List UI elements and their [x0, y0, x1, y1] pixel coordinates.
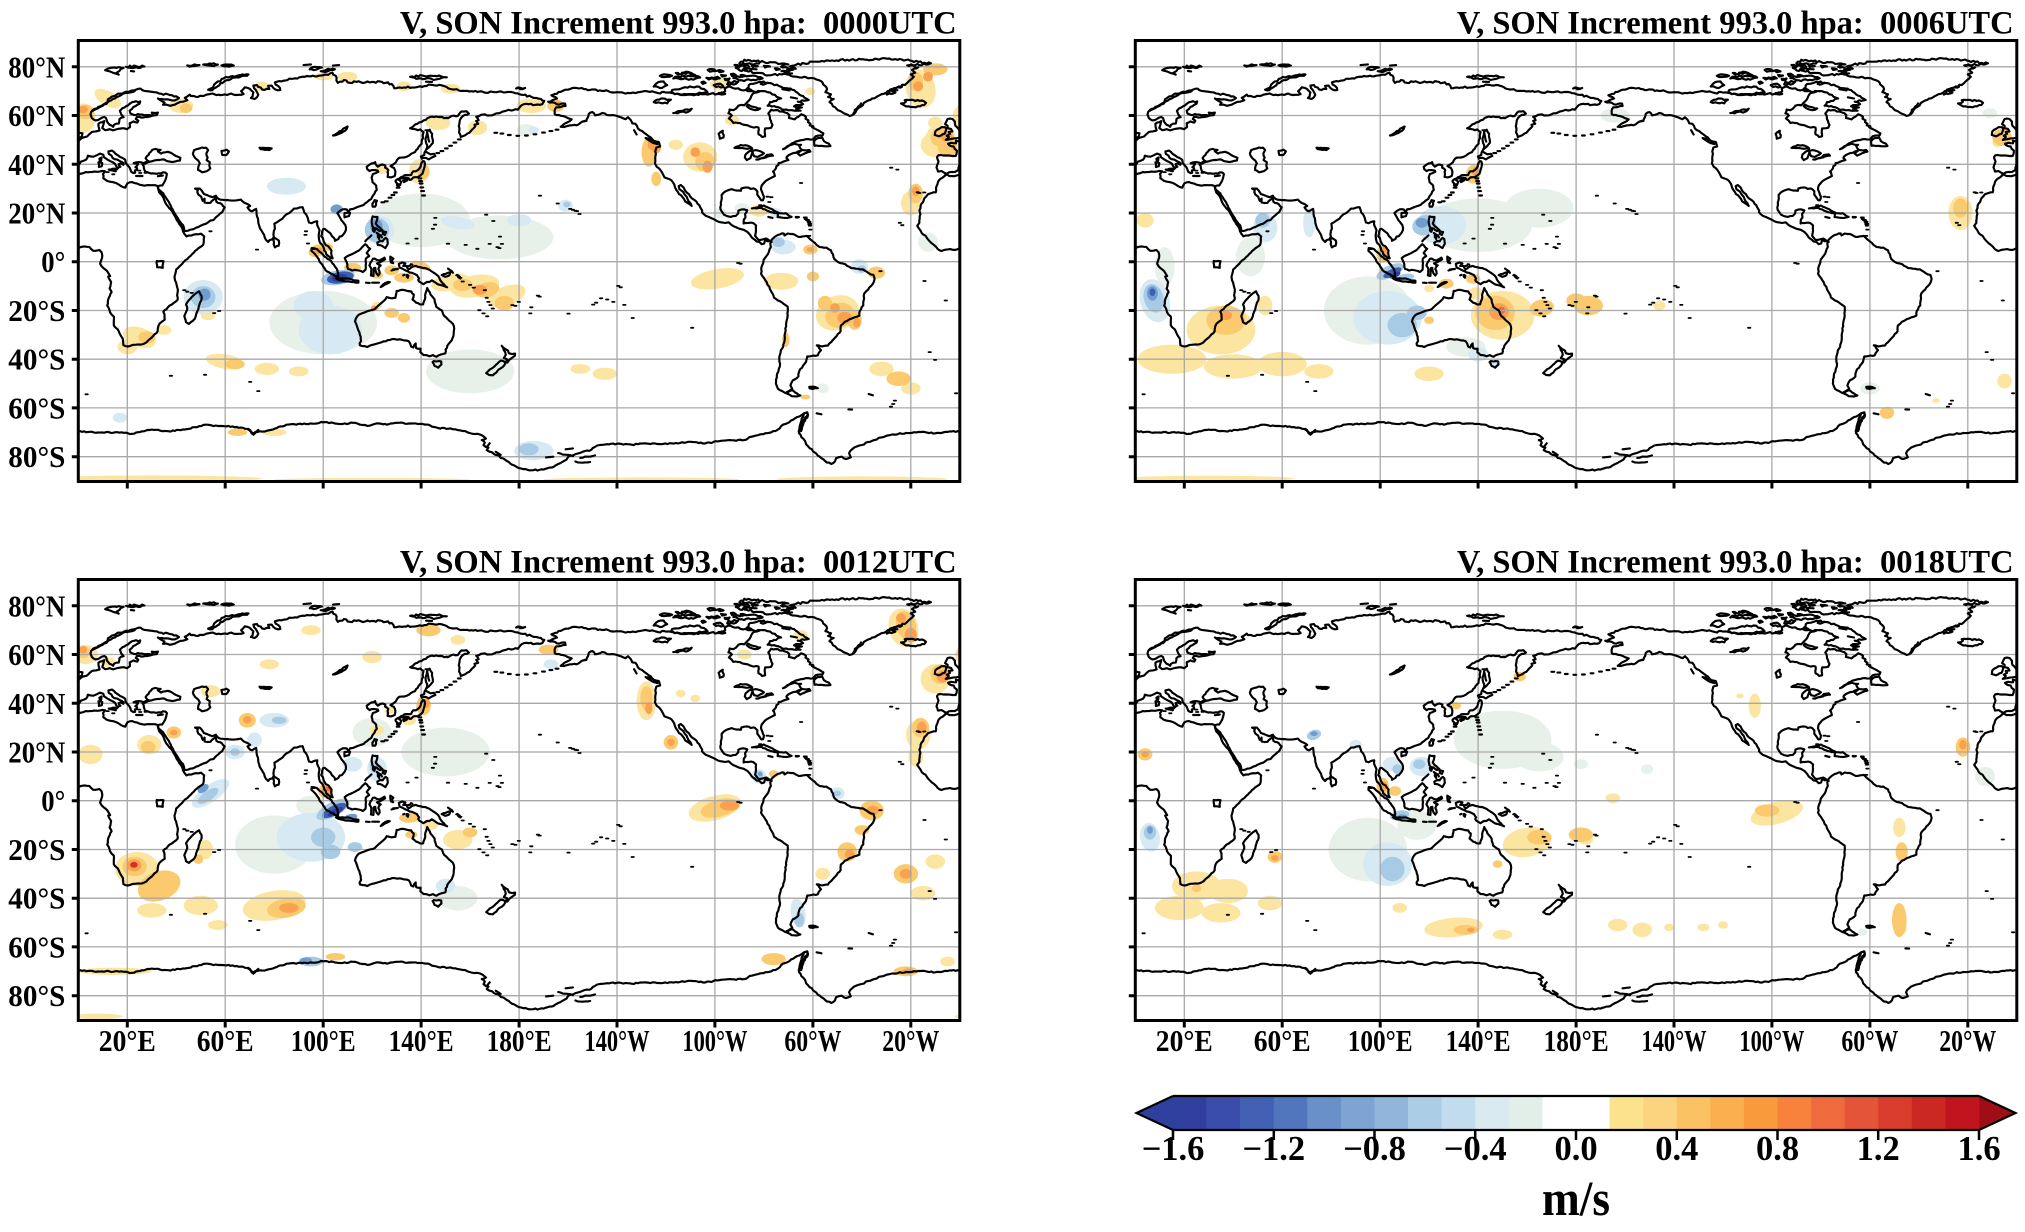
svg-text:40°N: 40°N — [8, 147, 65, 182]
svg-text:−1.2: −1.2 — [1242, 1130, 1305, 1168]
svg-text:60°N: 60°N — [8, 637, 65, 672]
svg-text:140°E: 140°E — [389, 1023, 454, 1058]
svg-text:20°S: 20°S — [8, 293, 65, 328]
svg-text:20°W: 20°W — [1939, 1023, 1996, 1058]
svg-text:1.2: 1.2 — [1857, 1130, 1900, 1168]
svg-text:−0.8: −0.8 — [1343, 1130, 1406, 1168]
svg-text:20°E: 20°E — [99, 1023, 156, 1058]
svg-text:100°E: 100°E — [1348, 1023, 1413, 1058]
svg-text:140°W: 140°W — [1642, 1023, 1707, 1058]
svg-text:60°W: 60°W — [784, 1023, 841, 1058]
svg-text:40°S: 40°S — [8, 881, 65, 916]
svg-text:0.4: 0.4 — [1655, 1130, 1698, 1168]
svg-text:20°W: 20°W — [882, 1023, 939, 1058]
svg-text:0°: 0° — [41, 244, 65, 279]
svg-text:60°S: 60°S — [8, 390, 65, 425]
svg-text:0°: 0° — [41, 783, 65, 818]
svg-text:−0.4: −0.4 — [1444, 1130, 1507, 1168]
svg-text:V, SON Increment 993.0 hpa: 0: V, SON Increment 993.0 hpa: 0006UTC — [1457, 6, 2014, 42]
svg-text:60°E: 60°E — [197, 1023, 254, 1058]
svg-text:V, SON Increment 993.0 hpa: 0: V, SON Increment 993.0 hpa: 0000UTC — [400, 6, 957, 42]
svg-text:0.0: 0.0 — [1554, 1130, 1597, 1168]
svg-text:60°S: 60°S — [8, 929, 65, 964]
svg-text:1.6: 1.6 — [1957, 1130, 2000, 1168]
svg-text:80°N: 80°N — [8, 588, 65, 623]
svg-text:0.8: 0.8 — [1756, 1130, 1799, 1168]
svg-text:60°N: 60°N — [8, 98, 65, 133]
svg-text:60°E: 60°E — [1254, 1023, 1311, 1058]
svg-text:140°W: 140°W — [585, 1023, 650, 1058]
svg-text:180°E: 180°E — [487, 1023, 552, 1058]
svg-text:180°E: 180°E — [1544, 1023, 1609, 1058]
svg-text:100°E: 100°E — [291, 1023, 356, 1058]
svg-text:20°N: 20°N — [8, 735, 65, 770]
svg-text:80°N: 80°N — [8, 49, 65, 84]
svg-text:140°E: 140°E — [1446, 1023, 1511, 1058]
svg-text:−1.6: −1.6 — [1142, 1130, 1205, 1168]
svg-text:20°E: 20°E — [1156, 1023, 1213, 1058]
svg-text:80°S: 80°S — [8, 978, 65, 1013]
svg-text:20°S: 20°S — [8, 832, 65, 867]
svg-text:m/s: m/s — [1542, 1170, 1610, 1226]
svg-text:V, SON Increment 993.0 hpa: 0: V, SON Increment 993.0 hpa: 0018UTC — [1457, 545, 2014, 581]
svg-text:40°N: 40°N — [8, 686, 65, 721]
svg-text:V, SON Increment 993.0 hpa: 0: V, SON Increment 993.0 hpa: 0012UTC — [400, 545, 957, 581]
svg-text:80°S: 80°S — [8, 439, 65, 474]
svg-text:40°S: 40°S — [8, 342, 65, 377]
svg-text:100°W: 100°W — [682, 1023, 747, 1058]
svg-text:20°N: 20°N — [8, 196, 65, 231]
svg-text:60°W: 60°W — [1841, 1023, 1898, 1058]
svg-text:100°W: 100°W — [1739, 1023, 1804, 1058]
